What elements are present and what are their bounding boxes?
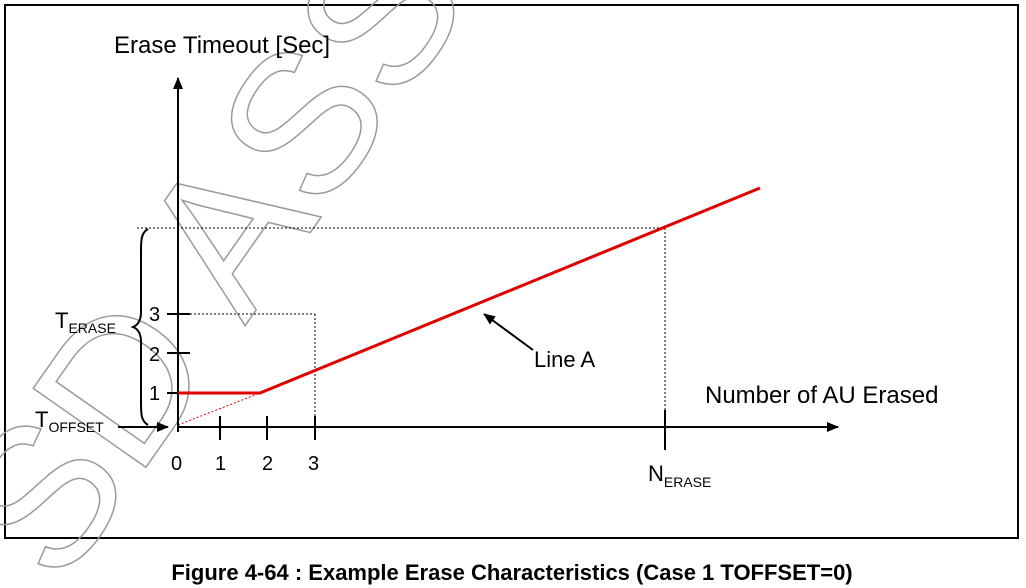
t-offset-label: TOFFSET xyxy=(35,407,104,435)
n-erase-main: N xyxy=(648,461,664,486)
offset-extension-dotted xyxy=(177,392,261,426)
y-tick-label-1: 1 xyxy=(149,383,160,405)
t-erase-label: TERASE xyxy=(55,308,116,336)
line-a xyxy=(178,186,761,395)
x-tick-label-0: 0 xyxy=(171,453,182,475)
x-axis-label: Number of AU Erased xyxy=(705,382,938,409)
guide-lines xyxy=(137,227,666,425)
t-offset-sub: OFFSET xyxy=(48,419,104,435)
y-tick-label-3: 3 xyxy=(149,304,160,326)
n-erase-label: NERASE xyxy=(648,461,711,490)
line-a-label: Line A xyxy=(534,347,595,372)
figure-frame xyxy=(4,4,1019,539)
y-tick-label-2: 2 xyxy=(149,344,160,366)
x-tick-label-2: 2 xyxy=(262,453,273,475)
figure-caption: Figure 4-64 : Example Erase Characterist… xyxy=(171,560,852,585)
t-erase-sub: ERASE xyxy=(68,320,115,336)
t-erase-main: T xyxy=(55,308,68,333)
t-erase-brace xyxy=(130,228,149,426)
x-tick-label-3: 3 xyxy=(308,453,319,475)
x-tick-label-1: 1 xyxy=(215,453,226,475)
t-offset-main: T xyxy=(35,407,48,432)
x-tick-marks xyxy=(219,410,666,450)
n-erase-sub: ERASE xyxy=(664,474,711,490)
line-a-pointer xyxy=(483,313,534,351)
y-axis-label: Erase Timeout [Sec] xyxy=(114,32,330,59)
